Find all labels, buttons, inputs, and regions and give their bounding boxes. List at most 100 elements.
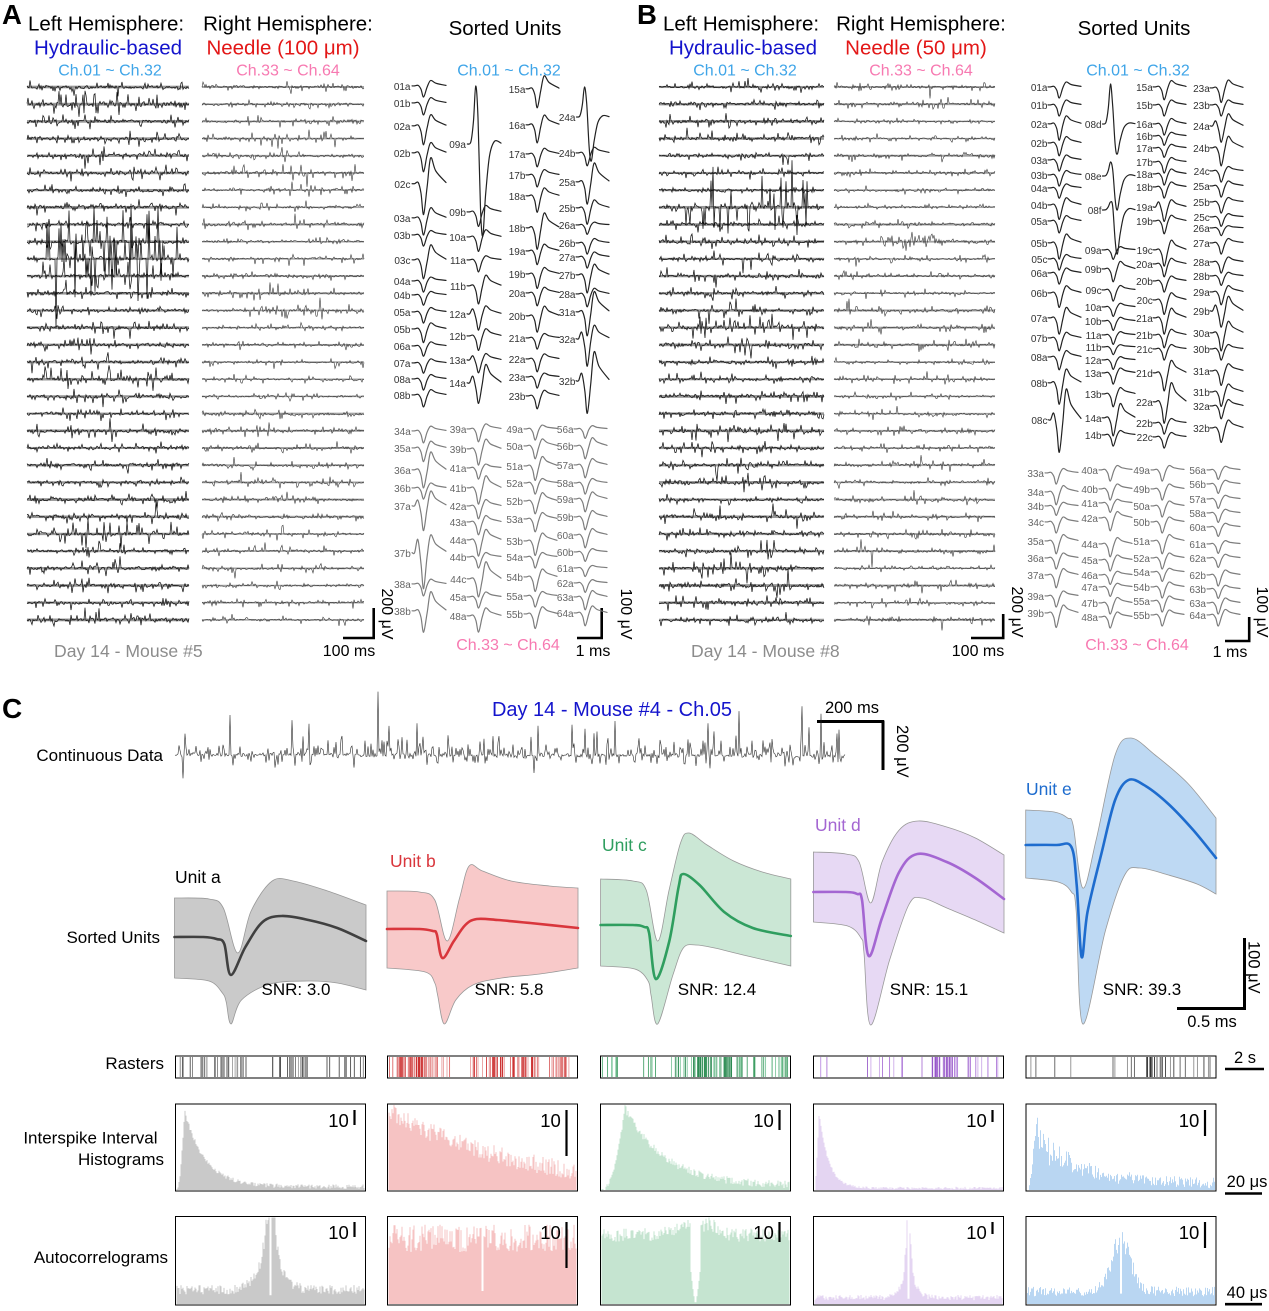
svg-text:44a: 44a [450, 536, 467, 547]
svg-text:15a: 15a [1136, 83, 1153, 94]
svg-text:Ch.33 ~ Ch.64: Ch.33 ~ Ch.64 [236, 63, 340, 80]
svg-text:Unit b: Unit b [390, 851, 436, 871]
svg-text:14a: 14a [449, 379, 466, 390]
svg-text:54b: 54b [1133, 583, 1150, 594]
svg-text:Hydraulic-based: Hydraulic-based [34, 37, 182, 60]
svg-text:17a: 17a [1136, 144, 1153, 155]
svg-text:51a: 51a [1133, 537, 1150, 548]
svg-text:09a: 09a [449, 140, 466, 151]
svg-text:32a: 32a [1193, 402, 1210, 413]
svg-text:Continuous Data: Continuous Data [36, 746, 163, 765]
svg-text:18b: 18b [1136, 183, 1153, 194]
svg-text:21d: 21d [1136, 369, 1153, 380]
svg-text:03a: 03a [1031, 156, 1048, 167]
svg-text:39b: 39b [450, 445, 467, 456]
svg-text:10: 10 [966, 1110, 987, 1131]
svg-text:50a: 50a [1133, 502, 1150, 513]
svg-text:25b: 25b [1193, 198, 1210, 209]
svg-text:11b: 11b [450, 282, 466, 293]
svg-text:56a: 56a [557, 425, 574, 436]
svg-text:34a: 34a [394, 427, 411, 438]
svg-text:Sorted Units: Sorted Units [449, 17, 562, 40]
svg-text:36b: 36b [394, 484, 411, 495]
svg-text:100 ms: 100 ms [323, 643, 375, 660]
svg-text:28a: 28a [559, 290, 576, 301]
svg-text:15b: 15b [1136, 101, 1153, 112]
svg-text:33a: 33a [1027, 469, 1044, 480]
svg-text:61a: 61a [557, 564, 574, 575]
svg-text:04b: 04b [394, 291, 411, 302]
svg-text:18a: 18a [1136, 170, 1153, 181]
svg-text:54b: 54b [506, 573, 523, 584]
svg-text:34b: 34b [1027, 502, 1044, 513]
svg-text:55a: 55a [506, 592, 523, 603]
svg-text:SNR: 39.3: SNR: 39.3 [1103, 980, 1181, 999]
svg-text:38b: 38b [394, 607, 411, 618]
svg-text:10: 10 [966, 1222, 987, 1243]
svg-text:07a: 07a [1031, 314, 1048, 325]
svg-text:Ch.01 ~ Ch.32: Ch.01 ~ Ch.32 [1086, 63, 1190, 80]
svg-text:19b: 19b [509, 270, 526, 281]
svg-text:30b: 30b [1193, 345, 1210, 356]
svg-text:Autocorrelograms: Autocorrelograms [34, 1248, 168, 1267]
svg-text:08d: 08d [1085, 120, 1102, 131]
svg-text:39b: 39b [1027, 609, 1044, 620]
svg-text:15a: 15a [509, 85, 526, 96]
svg-text:11a: 11a [1086, 331, 1102, 342]
svg-text:52a: 52a [1133, 554, 1150, 565]
svg-text:09b: 09b [1085, 265, 1102, 276]
svg-text:36a: 36a [394, 466, 411, 477]
svg-text:10b: 10b [1085, 317, 1102, 328]
svg-text:SNR: 12.4: SNR: 12.4 [678, 980, 756, 999]
svg-text:Sorted Units: Sorted Units [1078, 17, 1191, 40]
svg-text:10: 10 [540, 1222, 561, 1243]
svg-text:49a: 49a [1133, 466, 1150, 477]
svg-text:46a: 46a [1081, 571, 1098, 582]
svg-text:32b: 32b [559, 377, 576, 388]
svg-text:20b: 20b [1136, 277, 1153, 288]
svg-text:24c: 24c [1194, 167, 1210, 178]
svg-text:29a: 29a [1193, 288, 1210, 299]
svg-text:58a: 58a [1189, 509, 1206, 520]
svg-text:1 ms: 1 ms [576, 643, 611, 660]
svg-text:0.5 ms: 0.5 ms [1187, 1013, 1237, 1031]
svg-text:100 μV: 100 μV [617, 588, 634, 639]
svg-text:19a: 19a [509, 247, 526, 258]
svg-text:200 ms: 200 ms [825, 699, 879, 717]
svg-text:Right Hemisphere:: Right Hemisphere: [836, 13, 1006, 36]
svg-text:22a: 22a [509, 355, 526, 366]
svg-text:17b: 17b [509, 171, 526, 182]
svg-text:60b: 60b [557, 548, 574, 559]
svg-text:Ch.33 ~ Ch.64: Ch.33 ~ Ch.64 [869, 63, 973, 80]
svg-text:10: 10 [1179, 1222, 1200, 1243]
svg-text:Left Hemisphere:: Left Hemisphere: [28, 13, 184, 36]
svg-text:08f: 08f [1088, 206, 1102, 217]
svg-text:52a: 52a [506, 479, 523, 490]
svg-text:13b: 13b [1085, 390, 1102, 401]
svg-text:11b: 11b [1086, 343, 1102, 354]
svg-text:B: B [637, 0, 657, 30]
svg-text:63a: 63a [557, 593, 574, 604]
svg-text:55a: 55a [1133, 597, 1150, 608]
svg-text:54a: 54a [506, 553, 523, 564]
svg-text:18a: 18a [509, 192, 526, 203]
svg-text:56b: 56b [1189, 480, 1206, 491]
svg-text:05a: 05a [1031, 217, 1048, 228]
svg-text:37a: 37a [1027, 571, 1044, 582]
svg-text:27b: 27b [559, 271, 576, 282]
svg-text:19a: 19a [1136, 203, 1153, 214]
svg-text:03b: 03b [394, 231, 411, 242]
svg-text:Ch.01 ~ Ch.32: Ch.01 ~ Ch.32 [58, 63, 162, 80]
svg-text:25a: 25a [1193, 182, 1210, 193]
svg-text:17a: 17a [509, 150, 526, 161]
svg-text:24b: 24b [1193, 144, 1210, 155]
svg-text:29b: 29b [1193, 307, 1210, 318]
svg-text:61a: 61a [1189, 540, 1206, 551]
svg-text:Unit a: Unit a [175, 867, 221, 887]
svg-text:Ch.01 ~ Ch.32: Ch.01 ~ Ch.32 [693, 63, 797, 80]
svg-text:SNR: 5.8: SNR: 5.8 [475, 980, 544, 999]
svg-text:08a: 08a [394, 375, 411, 386]
svg-text:10: 10 [1179, 1110, 1200, 1131]
svg-text:24a: 24a [1193, 122, 1210, 133]
svg-text:SNR: 15.1: SNR: 15.1 [890, 980, 968, 999]
